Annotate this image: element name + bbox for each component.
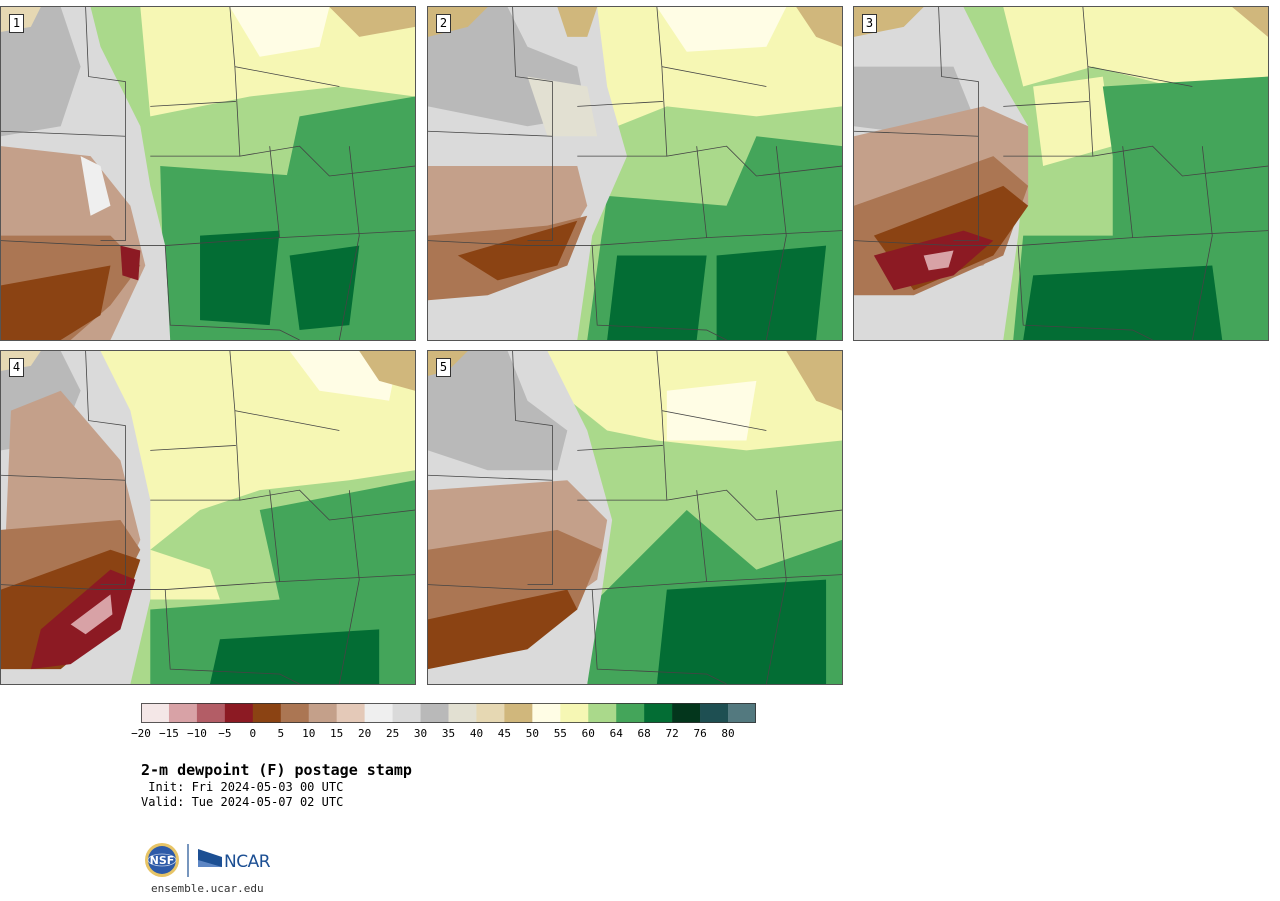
dewpoint-map-3 bbox=[854, 7, 1268, 340]
colorbar-tick-label: 40 bbox=[469, 727, 484, 740]
colorbar-swatch bbox=[504, 703, 533, 723]
colorbar-tick-label: 80 bbox=[721, 727, 735, 740]
valid-time: Valid: Tue 2024-05-07 02 UTC bbox=[141, 795, 344, 809]
colorbar bbox=[141, 703, 756, 723]
dewpoint-map-4 bbox=[1, 351, 415, 684]
colorbar-tick-label: 15 bbox=[330, 727, 344, 740]
colorbar-tick-label: 50 bbox=[525, 727, 539, 740]
colorbar-tick-label: 35 bbox=[441, 727, 456, 740]
colorbar-border bbox=[141, 703, 756, 723]
colorbar-swatch bbox=[700, 703, 729, 723]
panel-number-1: 1 bbox=[9, 14, 24, 33]
colorbar-swatch bbox=[280, 703, 310, 723]
colorbar-tick-label: 10 bbox=[302, 727, 316, 740]
colorbar-tick-label: 68 bbox=[637, 727, 651, 740]
dewpoint-map-5 bbox=[428, 351, 842, 684]
nsf-logo-text: NSF bbox=[150, 854, 175, 867]
colorbar-swatch bbox=[728, 703, 756, 723]
colorbar-tick-label: 72 bbox=[665, 727, 679, 740]
colorbar-tick-label: 30 bbox=[413, 727, 428, 740]
colorbar-swatch bbox=[364, 703, 393, 723]
colorbar-swatch bbox=[392, 703, 421, 723]
colorbar-tick-label: 64 bbox=[609, 727, 623, 740]
colorbar-tick-label: −15 bbox=[159, 727, 179, 740]
colorbar-tick-label: 25 bbox=[385, 727, 400, 740]
dewpoint-map-2 bbox=[428, 7, 842, 340]
panel-2: 2 bbox=[427, 6, 843, 341]
colorbar-swatch bbox=[588, 703, 617, 723]
colorbar-swatch bbox=[308, 703, 337, 723]
colorbar-swatch bbox=[644, 703, 673, 723]
colorbar-swatch bbox=[196, 703, 226, 723]
init-time: Init: Fri 2024-05-03 00 UTC bbox=[141, 780, 344, 794]
panel-number-4: 4 bbox=[9, 358, 24, 377]
colorbar-swatch bbox=[168, 703, 198, 723]
panel-5: 5 bbox=[427, 350, 843, 685]
colorbar-swatch bbox=[224, 703, 254, 723]
colorbar-tick-label: −10 bbox=[186, 727, 207, 740]
panel-number-2: 2 bbox=[436, 14, 451, 33]
colorbar-tick-label: 55 bbox=[553, 727, 567, 740]
colorbar-swatch bbox=[560, 703, 589, 723]
colorbar-swatch bbox=[336, 703, 365, 723]
colorbar-swatch bbox=[252, 703, 282, 723]
panel-1: 1 bbox=[0, 6, 416, 341]
dewpoint-map-1 bbox=[1, 7, 415, 340]
panel-number-3: 3 bbox=[862, 14, 877, 33]
panel-3: 3 bbox=[853, 6, 1269, 341]
colorbar-tick-label: 0 bbox=[249, 727, 257, 740]
panel-4: 4 bbox=[0, 350, 416, 685]
ncar-logo-text: NCAR bbox=[224, 852, 271, 872]
colorbar-tick-label: 60 bbox=[581, 727, 595, 740]
colorbar-swatch bbox=[141, 703, 170, 723]
colorbar-tick-label: −5 bbox=[218, 727, 232, 740]
chart-title: 2-m dewpoint (F) postage stamp bbox=[141, 761, 412, 779]
colorbar-tick-label: 45 bbox=[497, 727, 512, 740]
colorbar-tick-label: −20 bbox=[131, 727, 151, 740]
ncar-logo: NCAR bbox=[198, 849, 271, 872]
colorbar-swatch bbox=[616, 703, 645, 723]
colorbar-tick-label: 5 bbox=[277, 727, 285, 740]
colorbar-swatch bbox=[476, 703, 505, 723]
colorbar-swatch bbox=[532, 703, 561, 723]
colorbar-swatch bbox=[672, 703, 701, 723]
colorbar-swatch bbox=[420, 703, 449, 723]
colorbar-tick-label: 76 bbox=[693, 727, 707, 740]
panel-number-5: 5 bbox=[436, 358, 451, 377]
nsf-logo: NSF bbox=[145, 843, 179, 877]
colorbar-tick-label: 20 bbox=[358, 727, 372, 740]
nsf-ncar-logo: NSF NCAR bbox=[145, 843, 271, 877]
website-url: ensemble.ucar.edu bbox=[151, 882, 264, 895]
colorbar-swatch bbox=[448, 703, 477, 723]
